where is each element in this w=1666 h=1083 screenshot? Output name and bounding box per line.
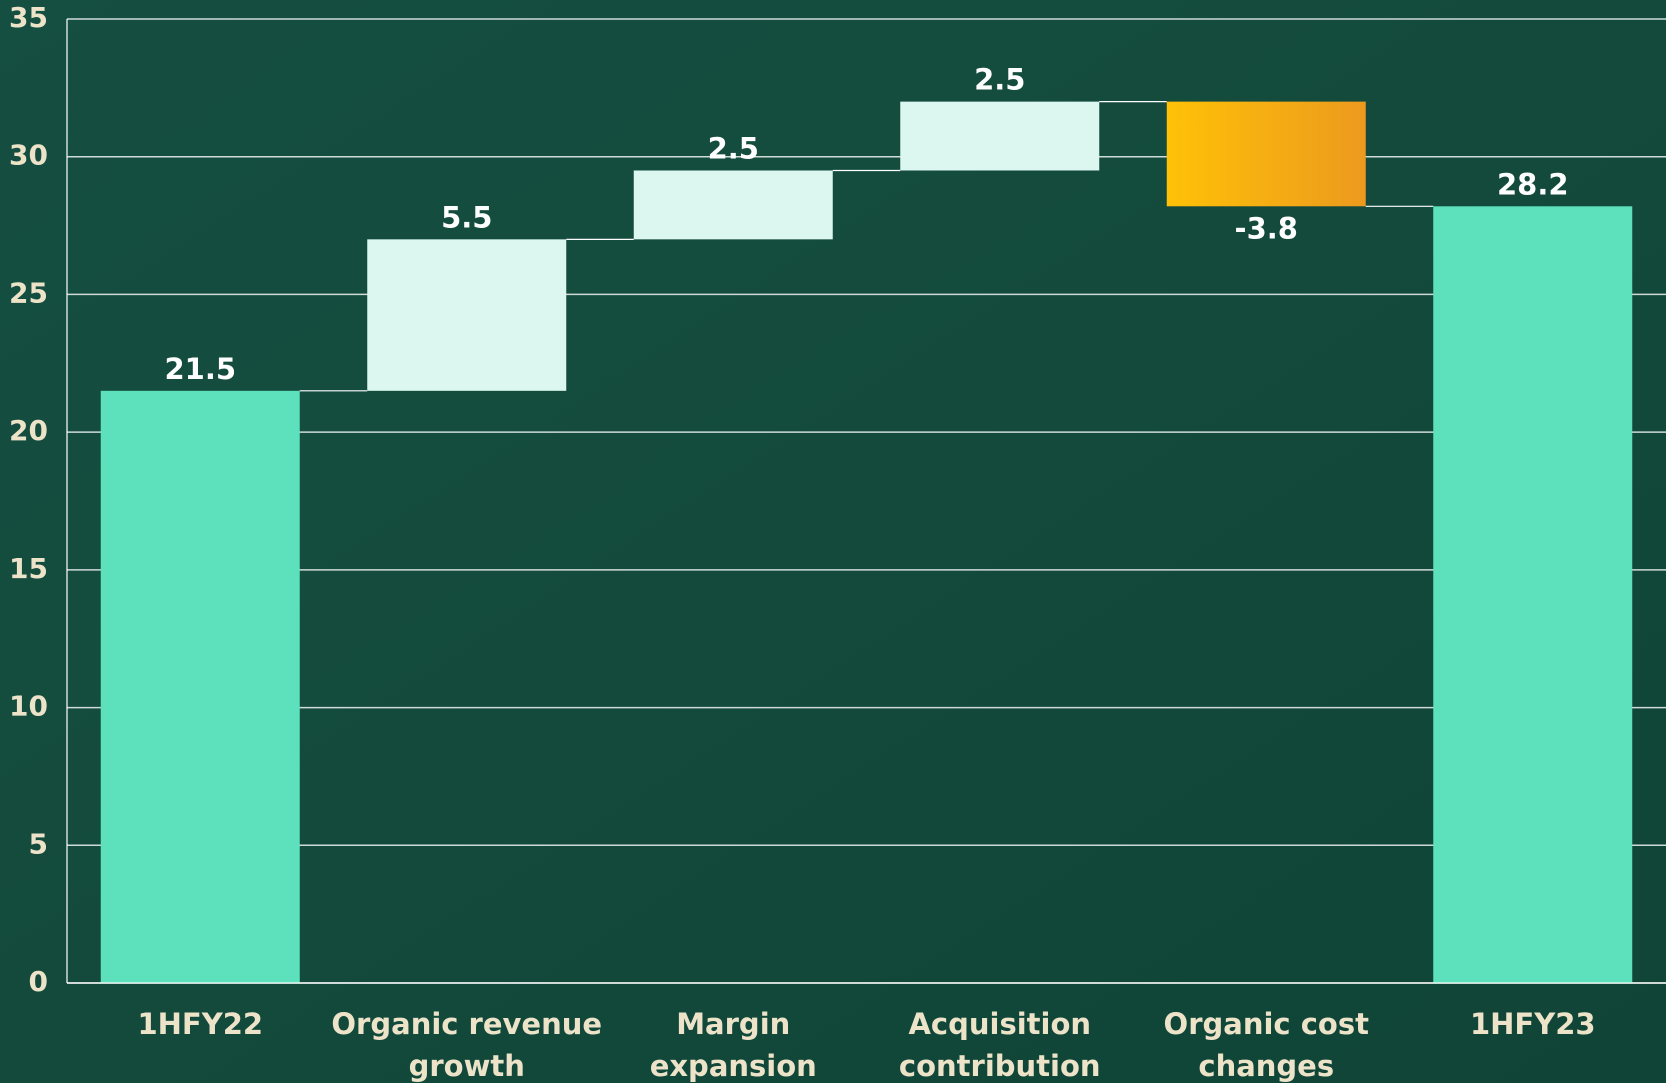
x-tick-label: Organic revenue growth xyxy=(331,1007,602,1083)
bar xyxy=(633,170,833,240)
y-tick-label: 25 xyxy=(9,276,48,309)
y-tick-label: 15 xyxy=(9,552,48,585)
x-tick-label: 1HFY23 xyxy=(1470,1007,1596,1041)
data-label: -3.8 xyxy=(1235,211,1298,245)
y-tick-label: 35 xyxy=(9,1,48,34)
data-label: 2.5 xyxy=(974,63,1025,97)
data-label: 28.2 xyxy=(1497,167,1569,201)
data-label: 2.5 xyxy=(708,131,759,165)
data-label: 21.5 xyxy=(164,352,236,386)
bar xyxy=(1166,101,1366,207)
bar xyxy=(367,239,567,391)
y-tick-label: 10 xyxy=(9,690,48,723)
x-tick-label: 1HFY22 xyxy=(137,1007,263,1041)
x-tick-label: Margin expansion xyxy=(650,1007,817,1083)
data-label: 5.5 xyxy=(441,200,492,234)
y-tick-label: 5 xyxy=(29,827,48,860)
x-tick-label: Organic cost changes xyxy=(1164,1007,1370,1083)
y-tick-label: 0 xyxy=(29,965,48,998)
bar xyxy=(1433,206,1633,983)
y-tick-label: 30 xyxy=(9,139,48,172)
bar xyxy=(100,390,300,983)
x-tick-label: Acquisition contribution xyxy=(899,1007,1101,1083)
bar xyxy=(900,101,1100,171)
y-tick-label: 20 xyxy=(9,414,48,447)
